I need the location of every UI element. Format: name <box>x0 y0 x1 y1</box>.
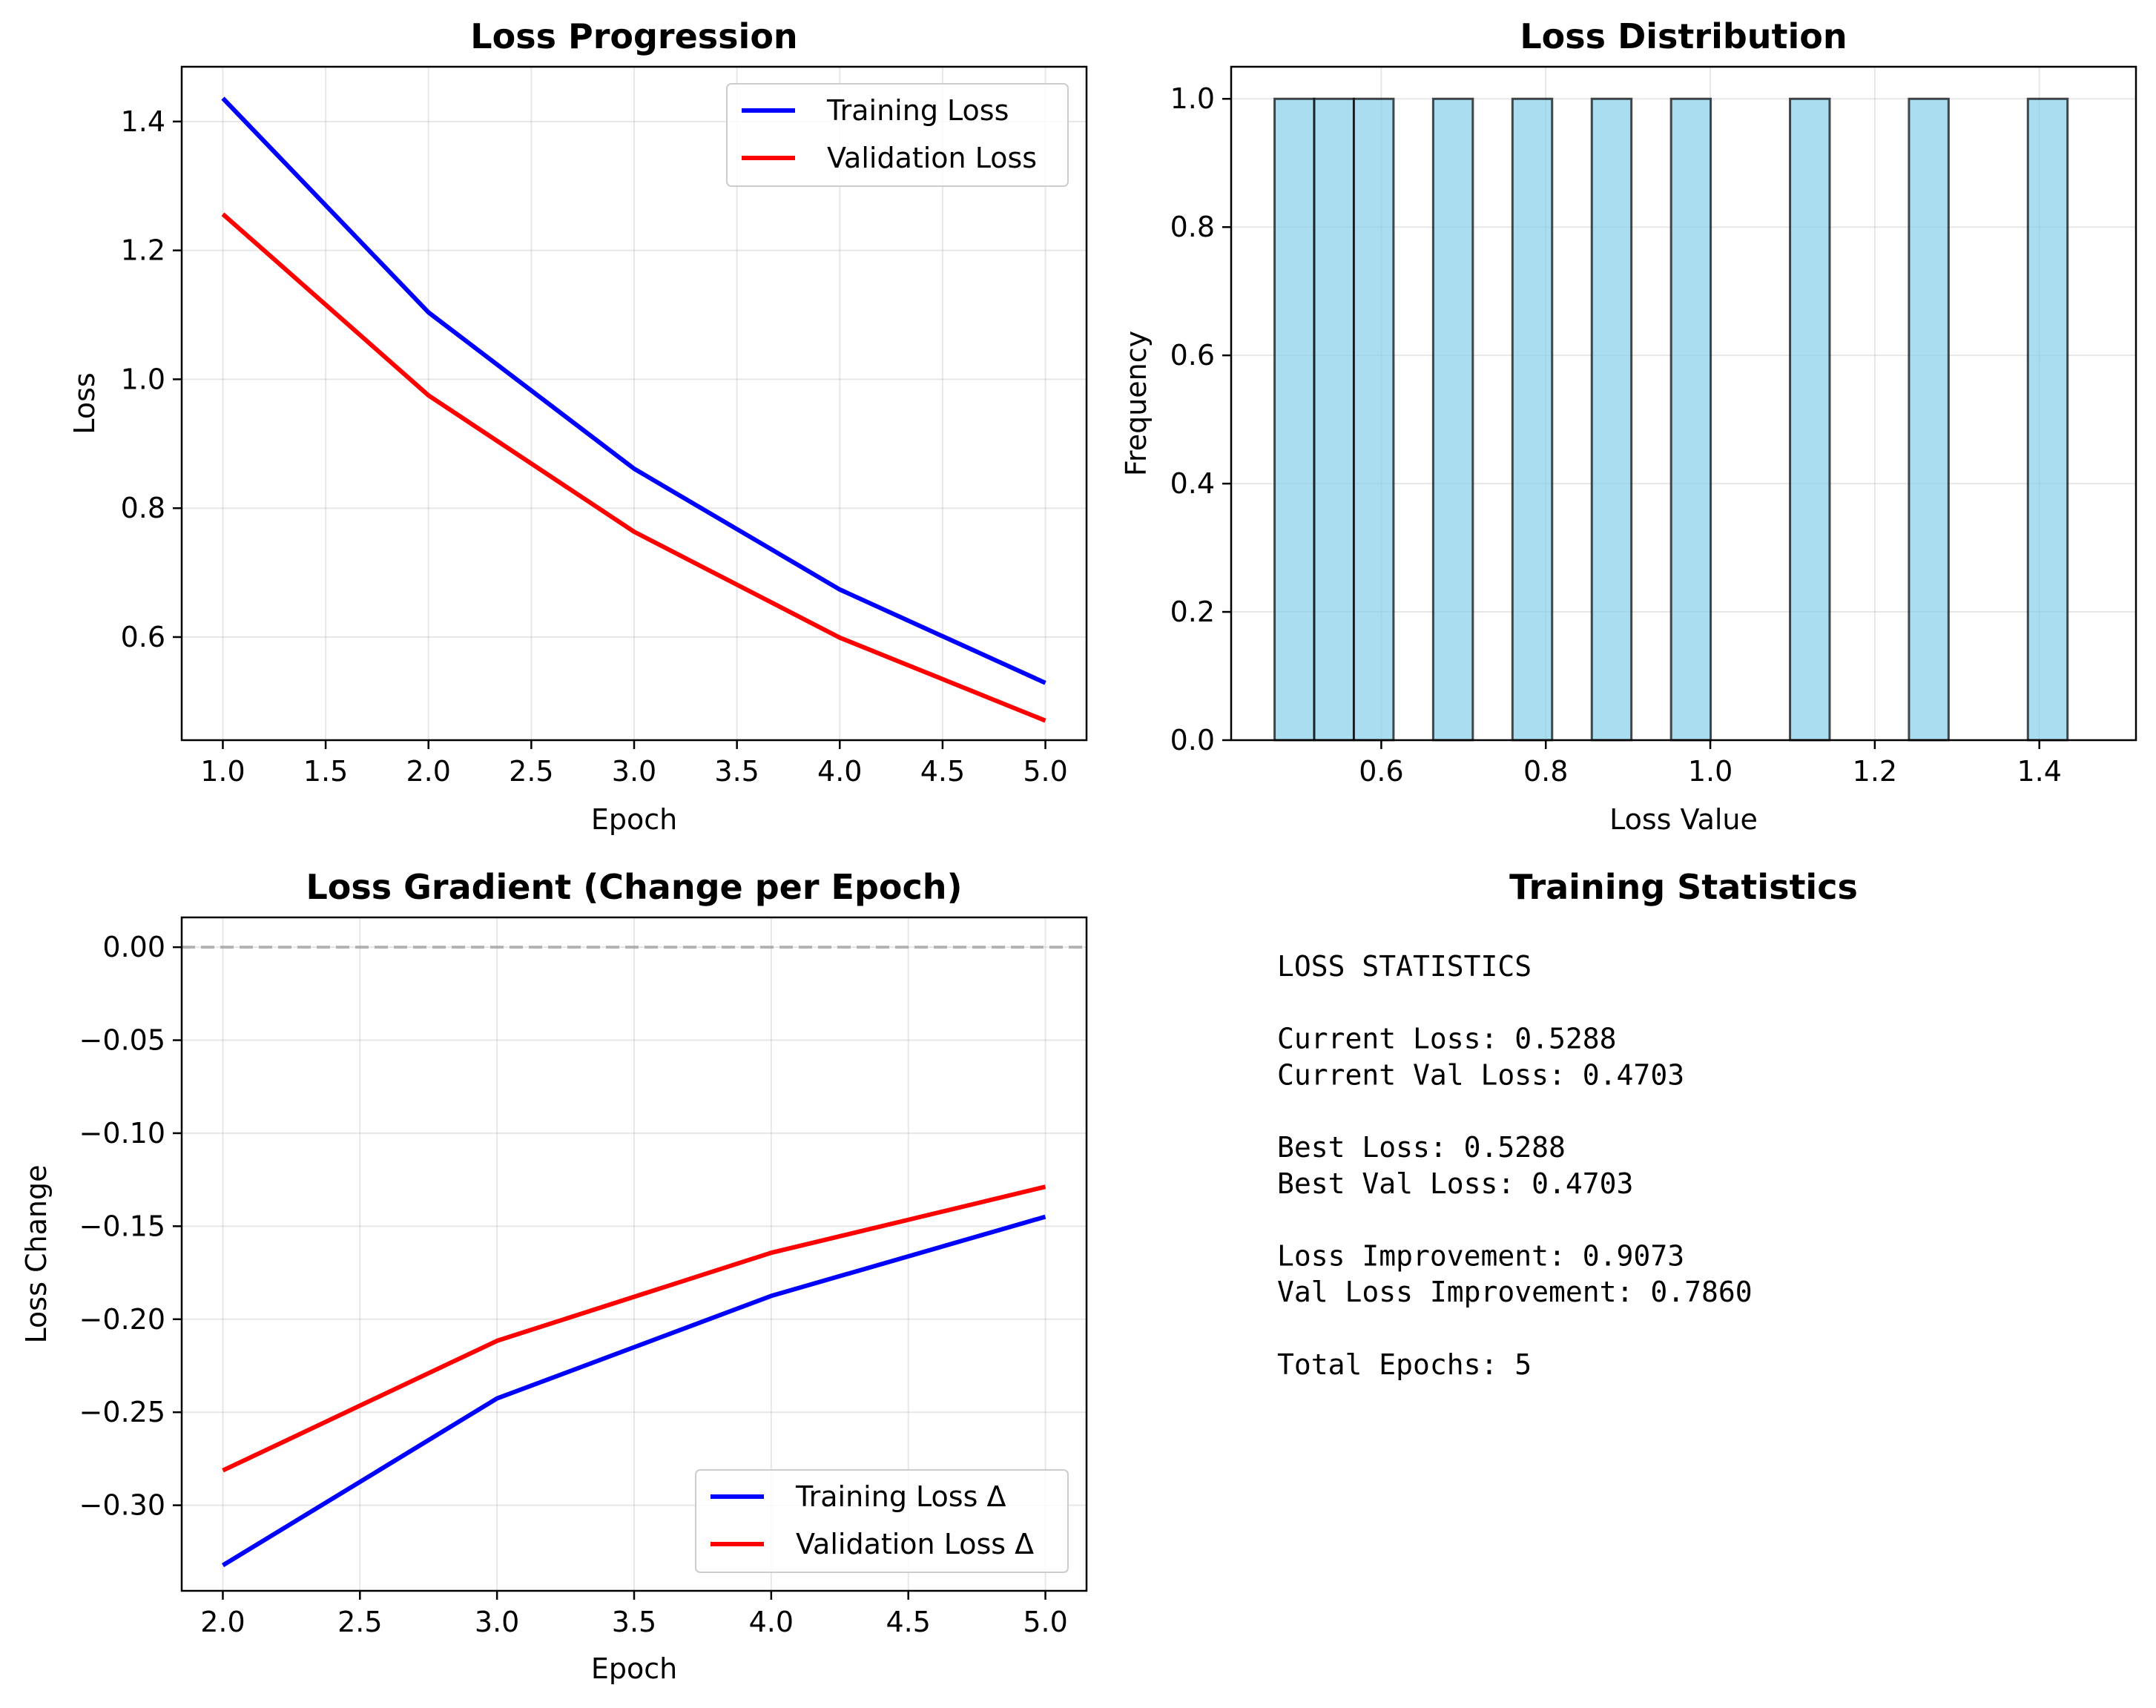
loss-gradient-y-axis: 0.00 −0.05 −0.10 −0.15 −0.20 −0.25 −0.30 <box>79 931 182 1522</box>
validation-series-line <box>221 212 1046 723</box>
stats-line: Best Loss: 0.5288 <box>1277 1131 1566 1164</box>
stats-line: Val Loss Improvement: 0.7860 <box>1277 1276 1753 1308</box>
x-tick-label: 2.0 <box>200 1606 245 1638</box>
training-statistics-text: LOSS STATISTICS Current Loss: 0.5288Curre… <box>1277 950 1753 1381</box>
loss-progression-panel: Loss Progression 1.0 1.5 2.0 2.5 3.0 3.5 4.0 4.… <box>68 16 1088 836</box>
x-tick-label: 3.0 <box>612 755 656 788</box>
histogram-bar <box>1590 97 1633 742</box>
stats-line: Loss Improvement: 0.9073 <box>1277 1239 1684 1272</box>
legend-validation-delta-label: Validation Loss Δ <box>796 1528 1034 1560</box>
loss-progression-y-axis: 0.6 0.8 1.0 1.2 1.4 <box>121 105 182 653</box>
loss-distribution-frame <box>1230 65 2137 742</box>
legend-training-label: Training Loss <box>826 94 1009 127</box>
histogram-bar <box>1273 97 1316 742</box>
y-tick-label: −0.10 <box>79 1117 165 1150</box>
loss-gradient-x-label: Epoch <box>591 1652 677 1685</box>
y-tick-label: 0.8 <box>121 492 165 524</box>
histogram-bar <box>1511 97 1554 742</box>
y-tick-label: 1.0 <box>121 363 165 395</box>
loss-distribution-x-axis: 0.6 0.8 1.0 1.2 1.4 <box>1359 740 2062 788</box>
x-tick-label: 1.2 <box>1853 755 1897 788</box>
x-tick-label: 3.5 <box>612 1606 656 1638</box>
histogram-bar <box>1669 97 1712 742</box>
x-tick-label: 1.0 <box>200 755 245 788</box>
x-tick-label: 3.0 <box>475 1606 519 1638</box>
x-tick-label: 3.5 <box>714 755 759 788</box>
loss-progression-x-axis: 1.0 1.5 2.0 2.5 3.0 3.5 4.0 4.5 5.0 <box>200 740 1068 788</box>
loss-gradient-series <box>221 1184 1046 1568</box>
loss-gradient-title: Loss Gradient (Change per Epoch) <box>306 867 962 907</box>
legend-training-delta-label: Training Loss Δ <box>795 1480 1006 1513</box>
y-tick-label: 0.00 <box>102 931 165 963</box>
loss-distribution-title: Loss Distribution <box>1520 16 1847 56</box>
training-series-line <box>221 96 1046 685</box>
stats-line: Total Epochs: 5 <box>1277 1348 1532 1381</box>
loss-distribution-bars <box>1273 97 2069 742</box>
y-tick-label: −0.25 <box>79 1396 165 1428</box>
x-tick-label: 0.6 <box>1359 755 1403 788</box>
histogram-bar <box>1431 97 1474 742</box>
x-tick-label: 5.0 <box>1023 755 1067 788</box>
loss-progression-y-label: Loss <box>68 372 101 434</box>
y-tick-label: −0.05 <box>79 1024 165 1057</box>
loss-progression-series <box>221 96 1046 723</box>
y-tick-label: 0.8 <box>1170 211 1215 243</box>
loss-gradient-panel: Loss Gradient (Change per Epoch) 2.0 2.5 3… <box>20 867 1088 1685</box>
x-tick-label: 1.5 <box>303 755 348 788</box>
x-tick-label: 0.8 <box>1523 755 1568 788</box>
histogram-bar <box>2026 97 2069 742</box>
training-series-line <box>221 1214 1046 1568</box>
x-tick-label: 2.0 <box>406 755 451 788</box>
y-tick-label: 0.6 <box>121 621 165 653</box>
histogram-bar <box>1789 97 1831 742</box>
loss-gradient-x-axis: 2.0 2.5 3.0 3.5 4.0 4.5 5.0 <box>200 1591 1068 1638</box>
training-statistics-title: Training Statistics <box>1509 867 1858 907</box>
x-tick-label: 4.0 <box>817 755 862 788</box>
loss-gradient-y-label: Loss Change <box>20 1165 53 1344</box>
y-tick-label: 1.2 <box>121 234 165 267</box>
loss-distribution-y-axis: 0.0 0.2 0.4 0.6 0.8 1.0 <box>1170 82 1231 756</box>
y-tick-label: 0.4 <box>1170 467 1215 500</box>
x-tick-label: 1.4 <box>2017 755 2061 788</box>
y-tick-label: 0.6 <box>1170 339 1215 372</box>
legend-box <box>726 83 1069 187</box>
x-tick-label: 4.5 <box>920 755 965 788</box>
stats-line: Best Val Loss: 0.4703 <box>1277 1167 1633 1200</box>
x-tick-label: 5.0 <box>1023 1606 1067 1638</box>
x-tick-label: 2.5 <box>509 755 553 788</box>
stats-line: Current Loss: 0.5288 <box>1277 1023 1617 1055</box>
x-tick-label: 2.5 <box>337 1606 382 1638</box>
x-tick-label: 1.0 <box>1688 755 1733 788</box>
legend-box <box>695 1469 1069 1573</box>
loss-distribution-x-label: Loss Value <box>1609 803 1758 836</box>
y-tick-label: 1.4 <box>121 105 165 138</box>
stats-line: LOSS STATISTICS <box>1277 950 1532 983</box>
x-tick-label: 4.5 <box>886 1606 930 1638</box>
loss-distribution-panel: Loss Distribution 0.6 0.8 1.0 1.2 1.4 0.0 0.2… <box>1120 16 2137 836</box>
x-tick-label: 4.0 <box>749 1606 794 1638</box>
validation-series-line <box>222 1184 1046 1473</box>
histogram-bar <box>1908 97 1950 742</box>
y-tick-label: 0.2 <box>1170 596 1215 628</box>
stats-line: Current Val Loss: 0.4703 <box>1277 1058 1684 1091</box>
loss-progression-title: Loss Progression <box>470 16 797 56</box>
loss-gradient-legend: Training Loss Δ Validation Loss Δ <box>695 1469 1069 1573</box>
loss-progression-x-label: Epoch <box>591 803 677 836</box>
y-tick-label: −0.15 <box>79 1210 165 1242</box>
histogram-bar <box>1352 97 1395 742</box>
y-tick-label: 0.0 <box>1170 724 1215 756</box>
loss-progression-legend: Training Loss Validation Loss <box>726 83 1069 187</box>
y-tick-label: 1.0 <box>1170 82 1215 115</box>
histogram-bar <box>1313 97 1355 742</box>
y-tick-label: −0.30 <box>79 1489 165 1522</box>
y-tick-label: −0.20 <box>79 1303 165 1336</box>
training-statistics-panel: Training Statistics LOSS STATISTICS Curre… <box>1277 867 1858 1381</box>
loss-distribution-y-label: Frequency <box>1120 331 1153 476</box>
legend-validation-label: Validation Loss <box>827 142 1037 174</box>
